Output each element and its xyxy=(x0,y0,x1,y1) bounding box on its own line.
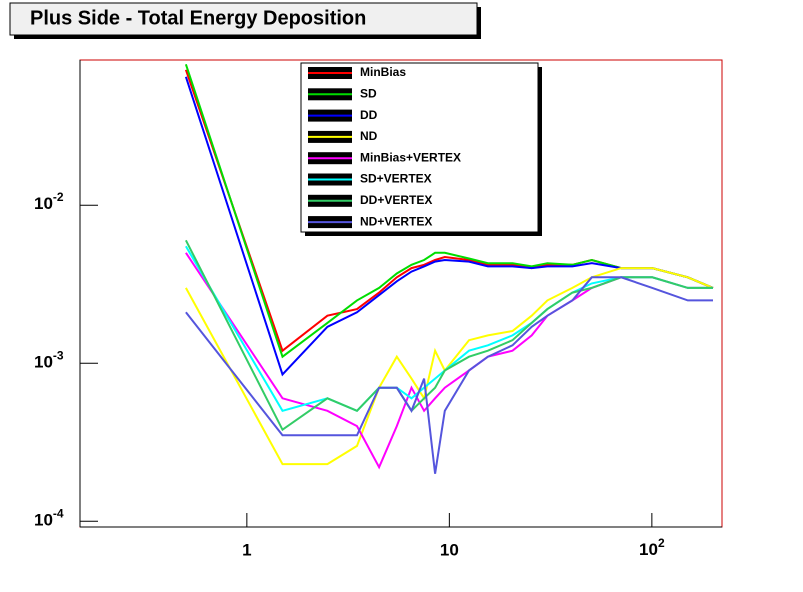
legend-label: SD+VERTEX xyxy=(360,172,432,186)
chart-title: Plus Side - Total Energy Deposition xyxy=(30,7,366,29)
legend-label: DD+VERTEX xyxy=(360,193,432,207)
y-tick-label: 10-3 xyxy=(34,348,64,371)
x-tick-label: 10 xyxy=(440,540,459,559)
y-tick-label: 10-4 xyxy=(34,506,64,529)
legend-entries: MinBias SD DD ND MinBias+VERTEX SD+VERTEX DD+V… xyxy=(308,65,461,228)
x-tick-label: 102 xyxy=(639,536,665,559)
x-tick-label: 1 xyxy=(242,540,251,559)
legend-label: DD xyxy=(360,108,378,122)
legend-label: MinBias+VERTEX xyxy=(360,150,461,164)
series-line xyxy=(185,276,713,474)
legend-label: ND xyxy=(360,129,378,143)
series-line xyxy=(185,267,714,466)
title-box xyxy=(9,2,478,36)
series-line xyxy=(184,76,714,377)
plot-area xyxy=(184,63,714,474)
series-line xyxy=(185,239,713,432)
legend-label: MinBias xyxy=(360,65,406,79)
y-tick-label: 10-2 xyxy=(34,190,64,213)
legend-label: SD xyxy=(360,86,377,100)
series-line xyxy=(184,63,714,359)
legend-label: ND+VERTEX xyxy=(360,214,432,228)
